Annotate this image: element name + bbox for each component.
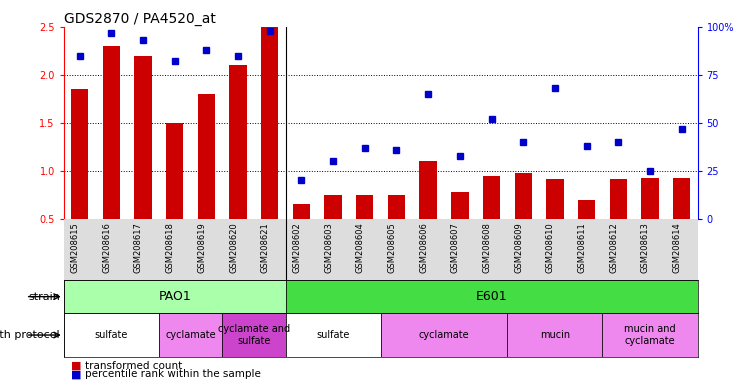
Text: sulfate: sulfate	[316, 330, 350, 340]
Text: ■: ■	[71, 361, 82, 371]
Text: PAO1: PAO1	[158, 290, 191, 303]
Text: cyclamate: cyclamate	[419, 330, 470, 340]
Text: cyclamate and
sulfate: cyclamate and sulfate	[217, 324, 290, 346]
Bar	[159, 313, 222, 357]
Bar	[602, 313, 698, 357]
Text: GSM208609: GSM208609	[514, 222, 523, 273]
Text: GSM208618: GSM208618	[166, 222, 175, 273]
Bar	[507, 313, 602, 357]
Bar	[325, 195, 342, 267]
Bar	[578, 200, 596, 267]
Bar	[134, 56, 152, 267]
Text: GSM208616: GSM208616	[102, 222, 111, 273]
Text: mucin: mucin	[540, 330, 570, 340]
Text: GSM208607: GSM208607	[451, 222, 460, 273]
Text: GSM208617: GSM208617	[134, 222, 143, 273]
Bar	[222, 313, 286, 357]
Text: GSM208605: GSM208605	[388, 222, 397, 273]
Text: GSM208619: GSM208619	[197, 222, 206, 273]
Text: cyclamate: cyclamate	[165, 330, 216, 340]
Bar	[356, 195, 374, 267]
Bar	[419, 161, 436, 267]
Bar	[286, 313, 380, 357]
Bar	[452, 192, 469, 267]
Bar	[673, 177, 690, 267]
Bar	[388, 195, 405, 267]
Bar	[292, 204, 310, 267]
Bar	[610, 179, 627, 267]
Text: GSM208621: GSM208621	[261, 222, 270, 273]
Text: strain: strain	[28, 291, 60, 302]
Text: GSM208604: GSM208604	[356, 222, 364, 273]
Bar	[64, 313, 159, 357]
Text: percentile rank within the sample: percentile rank within the sample	[85, 369, 261, 379]
Bar	[166, 123, 183, 267]
Text: E601: E601	[476, 290, 507, 303]
Text: GSM208611: GSM208611	[578, 222, 586, 273]
Text: GSM208608: GSM208608	[482, 222, 491, 273]
Text: ■: ■	[71, 369, 82, 379]
Bar	[103, 46, 120, 267]
Text: GSM208612: GSM208612	[609, 222, 618, 273]
Text: GSM208606: GSM208606	[419, 222, 428, 273]
Bar	[483, 176, 500, 267]
Text: GDS2870 / PA4520_at: GDS2870 / PA4520_at	[64, 12, 216, 26]
Text: GSM208615: GSM208615	[70, 222, 80, 273]
Bar	[198, 94, 215, 267]
Text: GSM208614: GSM208614	[673, 222, 682, 273]
Text: GSM208610: GSM208610	[546, 222, 555, 273]
Text: mucin and
cyclamate: mucin and cyclamate	[624, 324, 676, 346]
Text: GSM208620: GSM208620	[229, 222, 238, 273]
Text: GSM208603: GSM208603	[324, 222, 333, 273]
Text: GSM208602: GSM208602	[292, 222, 302, 273]
Bar	[380, 313, 507, 357]
Text: GSM208613: GSM208613	[641, 222, 650, 273]
Bar	[261, 27, 278, 267]
Text: growth protocol: growth protocol	[0, 330, 60, 340]
Bar	[71, 89, 88, 267]
Text: transformed count: transformed count	[85, 361, 182, 371]
Bar	[546, 179, 563, 267]
Bar	[641, 177, 658, 267]
Bar	[64, 280, 286, 313]
Text: sulfate: sulfate	[94, 330, 128, 340]
Bar	[230, 65, 247, 267]
Bar	[514, 173, 532, 267]
Bar	[286, 280, 698, 313]
